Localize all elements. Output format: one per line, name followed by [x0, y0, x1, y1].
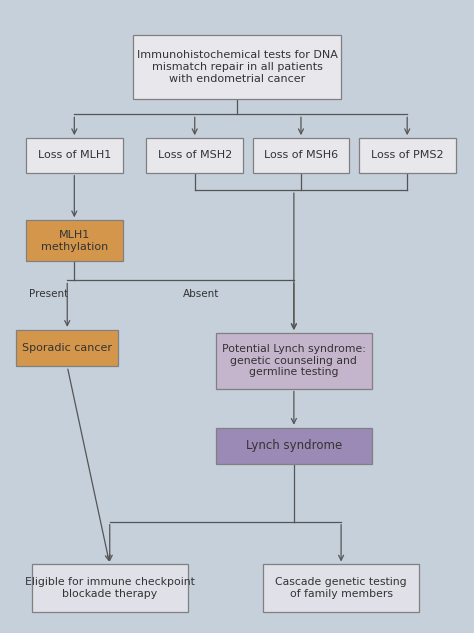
Text: Eligible for immune checkpoint
blockade therapy: Eligible for immune checkpoint blockade … — [25, 577, 195, 599]
FancyBboxPatch shape — [32, 565, 188, 611]
FancyBboxPatch shape — [359, 138, 456, 173]
Text: Absent: Absent — [183, 289, 219, 299]
FancyBboxPatch shape — [216, 428, 372, 464]
FancyBboxPatch shape — [133, 35, 341, 99]
Text: Loss of MSH2: Loss of MSH2 — [157, 151, 232, 160]
FancyBboxPatch shape — [263, 565, 419, 611]
FancyBboxPatch shape — [17, 330, 118, 367]
FancyBboxPatch shape — [26, 220, 123, 261]
Text: Potential Lynch syndrome:
genetic counseling and
germline testing: Potential Lynch syndrome: genetic counse… — [222, 344, 366, 377]
FancyBboxPatch shape — [216, 333, 372, 389]
Text: Loss of PMS2: Loss of PMS2 — [371, 151, 444, 160]
FancyBboxPatch shape — [253, 138, 349, 173]
FancyBboxPatch shape — [26, 138, 123, 173]
Text: Lynch syndrome: Lynch syndrome — [246, 439, 342, 453]
Text: Loss of MLH1: Loss of MLH1 — [38, 151, 111, 160]
Text: Present: Present — [29, 289, 69, 299]
FancyBboxPatch shape — [146, 138, 243, 173]
Text: MLH1
methylation: MLH1 methylation — [41, 230, 108, 251]
Text: Immunohistochemical tests for DNA
mismatch repair in all patients
with endometri: Immunohistochemical tests for DNA mismat… — [137, 51, 337, 84]
Text: Loss of MSH6: Loss of MSH6 — [264, 151, 338, 160]
Text: Sporadic cancer: Sporadic cancer — [22, 343, 112, 353]
Text: Cascade genetic testing
of family members: Cascade genetic testing of family member… — [275, 577, 407, 599]
